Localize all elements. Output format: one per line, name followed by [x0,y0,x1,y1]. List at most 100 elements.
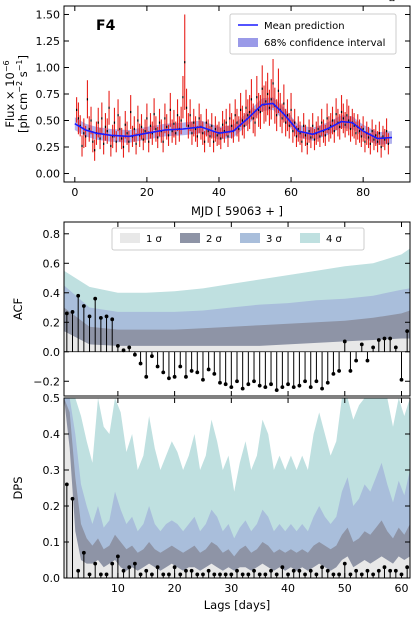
acf-marker [70,310,75,314]
legend-1sigma-label: 1 σ [146,234,163,245]
ylabel-flux-unit-exp2: −1 [15,59,24,71]
y-tick-label-flux: 1.00 [36,61,61,74]
dps-marker [235,568,239,573]
y-tick-label-dps: 0.3 [43,464,61,477]
dps-marker [223,572,228,577]
x-tick-label-flux: 60 [284,186,298,199]
xlabel-flux: MJD [ 59063 + ] [191,204,283,218]
acf-marker [325,380,330,385]
y-tick-label-dps: 0.5 [43,392,61,405]
dps-marker [98,572,103,577]
y-tick-label-flux: 1.25 [36,35,61,48]
legend-4sigma-label: 4 σ [326,234,343,245]
y-tick-label-flux: 0.75 [36,88,61,101]
dps-marker [76,568,81,573]
y-tick-label-flux: 0.50 [36,115,61,128]
acf-band-2sigma [64,307,410,352]
acf-marker [263,385,268,390]
acf-marker [376,338,381,342]
dps-marker [206,568,211,573]
dps-marker [308,568,313,573]
dps-marker [167,572,171,577]
dps-marker [359,572,364,577]
y-tick-label-flux: 1.50 [36,8,61,21]
legend-3sigma-label: 3 σ [266,234,283,245]
legend-mean-label: Mean prediction [264,21,345,32]
acf-marker [337,369,341,373]
x-tick-label-flux: 20 [140,186,154,199]
dps-marker [263,572,268,577]
ylabel-flux-unit-mid: s [16,71,30,81]
acf-marker [365,358,370,363]
acf-marker [235,379,239,384]
acf-marker [172,374,177,379]
x-tick-label-flux: 80 [356,186,370,199]
acf-marker [121,348,126,353]
y-tick-label-acf: 0.4 [43,287,61,300]
dps-marker [189,568,194,573]
svg-text:[ph cm−2 s−1]: [ph cm−2 s−1] [15,55,30,133]
y-tick-label-dps: 0.0 [43,572,61,585]
legend-flux-box [229,13,397,55]
dps-band-3sigma [64,398,410,578]
acf-marker [393,345,398,350]
dps-marker [257,572,262,577]
acf-marker [81,304,86,308]
x-tick-label-flux: 0 [71,186,78,199]
x-tick-label-dps: 30 [224,582,238,595]
panel-flux: 0 20 40 60 80 0.00 0.25 0.50 0.75 1.00 1.25 1.50 F4… [2,0,411,218]
ylabel-dps: DPS [11,476,25,499]
dps-marker [331,572,336,577]
y-tick-label-acf: 0.0 [43,346,61,359]
panel-dps-frame [63,397,411,579]
dps-marker [195,572,200,577]
acf-marker [195,370,200,375]
dps-marker [184,568,188,573]
panel-acf: −0.2 0.0 0.2 0.4 0.6 0.8 1 σ 2 σ 3 σ 4 σ ACF [11,221,411,397]
dps-marker [115,554,120,559]
acf-marker [342,339,347,344]
panel-label: F4 [96,18,116,34]
acf-marker [144,374,149,379]
dps-marker [161,572,166,577]
acf-sigma-bands [64,248,410,353]
acf-marker [223,382,228,387]
ylabel-flux-unit: [ph cm [16,93,30,133]
acf-marker [354,358,359,363]
dps-marker [252,568,256,573]
dps-marker [376,568,381,573]
dps-marker [133,561,137,566]
ylabel-flux-unit-end: ] [16,55,30,60]
ylabel-flux-unit-exp1: −2 [15,81,24,93]
x-tick-label-dps: 40 [281,582,295,595]
acf-marker [388,336,393,341]
acf-marker [252,379,256,384]
acf-marker [399,377,404,382]
panel-dps-ticks: 0.0 0.1 0.2 0.3 0.4 0.5 10 20 30 40 50 60 [43,392,410,595]
acf-marker [348,369,353,373]
y-tick-label-dps: 0.1 [43,536,61,549]
panel-flux-ticks: 0 20 40 60 80 0.00 0.25 0.50 0.75 1.00 1.25 1.50 [36,6,410,199]
acf-marker [98,315,103,320]
dps-marker [274,572,279,577]
x-tick-label-dps: 10 [111,582,125,595]
acf-marker [371,345,376,350]
acf-marker [93,296,98,301]
dps-marker [240,572,245,577]
dps-marker [64,482,69,487]
acf-band-1sigma [64,331,410,352]
acf-marker [274,388,279,393]
acf-marker [110,317,115,322]
acf-marker [320,386,324,391]
dps-marker [144,568,149,573]
dps-marker [297,568,302,573]
legend-1sigma-swatch [120,233,140,243]
acf-marker [331,371,336,376]
x-tick-label-dps: 60 [394,582,408,595]
x-tick-label-flux: 40 [212,186,226,199]
dps-marker [178,572,183,577]
acf-marker [314,379,319,384]
y-tick-label-flux: 0.00 [36,168,61,181]
acf-marker [280,385,285,390]
